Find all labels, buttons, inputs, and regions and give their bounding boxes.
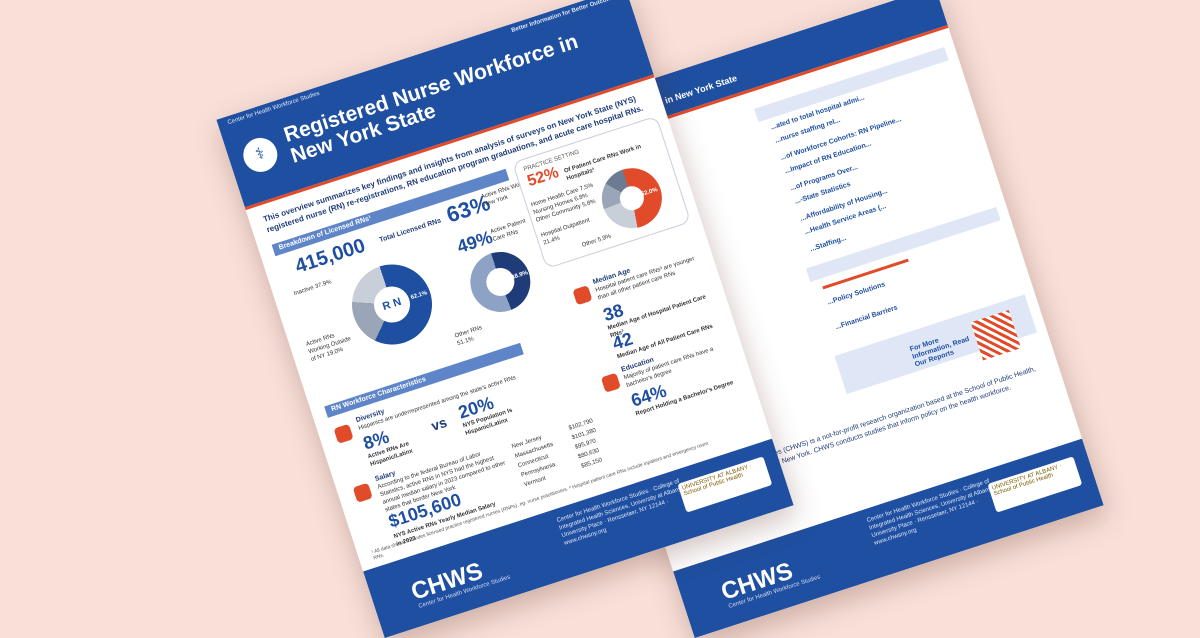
back-item: ...Staffing...	[809, 234, 848, 254]
vs-label: vs	[429, 413, 449, 434]
practice-legend-item: Other 5.9%	[581, 233, 612, 249]
total-rns-label: Total Licensed RNs	[378, 217, 443, 245]
practice-donut	[594, 160, 670, 236]
back-item: ...Financial Barriers	[834, 304, 899, 332]
salary-icon	[352, 482, 373, 503]
state-name: Vermont	[523, 475, 547, 489]
stethoscope-icon: ⚕	[238, 133, 282, 177]
donut1-outside: Active RNs Working Outside of NY 19.0%	[305, 332, 352, 364]
state-value: $85,150	[580, 457, 604, 470]
people-icon	[333, 423, 354, 444]
ualbany-logo: UNIVERSITY AT ALBANY · School of Public …	[677, 456, 773, 513]
donut2-other: Other RNs 51.1%	[454, 325, 483, 348]
diploma-icon	[600, 372, 621, 393]
patient-care-donut	[462, 244, 539, 320]
donut1-inactive: Inactive 37.9%	[293, 279, 333, 298]
ualbany-logo: UNIVERSITY AT ALBANY · School of Public …	[987, 456, 1083, 513]
calendar-icon	[572, 285, 593, 306]
